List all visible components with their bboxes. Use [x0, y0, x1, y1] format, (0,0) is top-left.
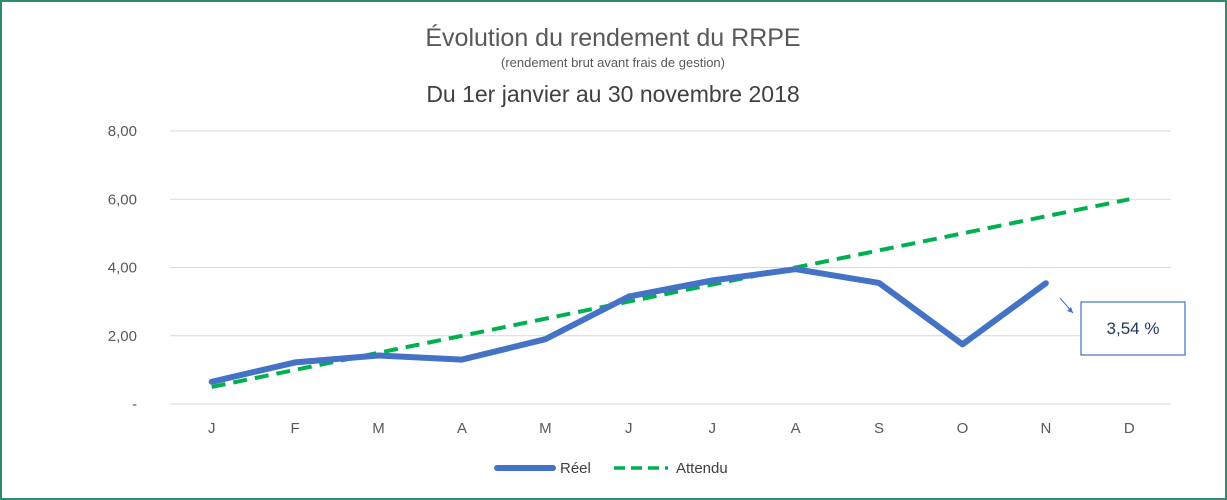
y-axis-tick-labels: - 2,00 4,00 6,00 8,00: [108, 123, 137, 413]
x-tick-label: A: [791, 420, 801, 437]
gridlines: [170, 130, 1171, 405]
x-tick-label: J: [625, 420, 633, 437]
x-tick-label: F: [291, 420, 300, 437]
y-tick-label: 4,00: [108, 260, 137, 277]
series-lines: [208, 197, 1130, 389]
y-tick-label: 8,00: [108, 123, 137, 140]
y-tick-label: 2,00: [108, 328, 137, 345]
y-tick-label: 6,00: [108, 191, 137, 208]
x-tick-label: J: [208, 420, 216, 437]
y-tick-label: -: [132, 396, 137, 413]
x-tick-label: N: [1040, 420, 1051, 437]
callout-box: [1080, 301, 1186, 356]
x-tick-label: M: [372, 420, 385, 437]
x-tick-label: M: [539, 420, 552, 437]
legend-label-attendu: Attendu: [676, 460, 728, 477]
x-tick-label: S: [874, 420, 884, 437]
x-tick-label: A: [457, 420, 467, 437]
x-tick-label: J: [708, 420, 716, 437]
x-tick-label: D: [1124, 420, 1135, 437]
chart-title: Évolution du rendement du RRPE: [425, 23, 800, 52]
legend-label-reel: Réel: [560, 460, 591, 477]
legend: Réel Attendu: [494, 460, 728, 477]
chart-date-range: Du 1er janvier au 30 novembre 2018: [426, 81, 799, 107]
value-callout: 3,54 %: [1059, 297, 1186, 356]
chart-subtitle: (rendement brut avant frais de gestion): [501, 55, 725, 70]
callout-value: 3,54 %: [1107, 319, 1160, 338]
x-tick-label: O: [957, 420, 969, 437]
callout-arrow-icon: [1067, 307, 1073, 313]
series-line-reel: [208, 266, 1049, 385]
